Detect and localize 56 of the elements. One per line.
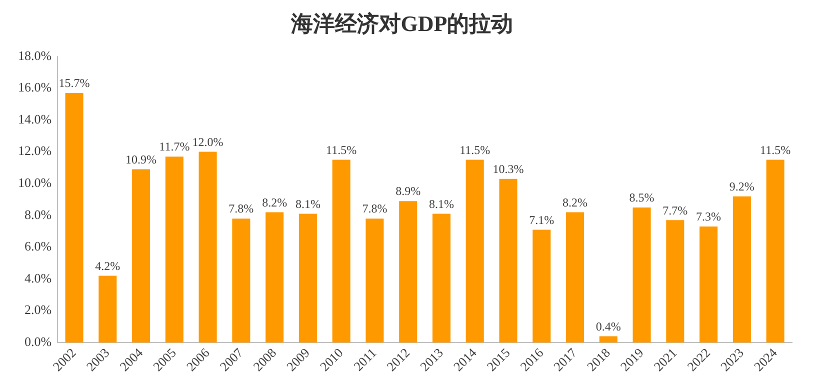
- bar: [632, 207, 651, 343]
- bar: [65, 92, 84, 343]
- bar: [298, 214, 317, 343]
- bar: [732, 196, 751, 343]
- bar: [132, 169, 150, 343]
- bar: [98, 276, 117, 343]
- bar: [432, 214, 450, 343]
- data-label: 7.3%: [696, 210, 722, 224]
- bar: [366, 218, 384, 343]
- data-label: 4.2%: [95, 258, 120, 273]
- bar: [666, 220, 684, 343]
- y-tick-label: 8.0%: [24, 206, 52, 222]
- data-label: 8.1%: [295, 196, 320, 211]
- data-label: 8.1%: [428, 196, 454, 211]
- data-label: 11.7%: [159, 140, 190, 154]
- bar: [700, 226, 718, 343]
- y-tick-label: 18.0%: [18, 48, 52, 63]
- x-tick-label: 2011: [350, 345, 380, 374]
- data-label: 12.0%: [192, 134, 224, 149]
- y-tick-label: 6.0%: [24, 238, 52, 254]
- data-label: 8.2%: [562, 195, 588, 210]
- data-label: 8.2%: [262, 195, 288, 210]
- data-label: 11.5%: [760, 142, 791, 157]
- data-label: 9.2%: [729, 179, 754, 194]
- y-tick-label: 10.0%: [18, 175, 52, 190]
- data-label: 7.8%: [362, 202, 388, 216]
- data-label: 8.9%: [396, 184, 421, 198]
- y-tick-label: 0.0%: [24, 334, 52, 350]
- bar: [165, 156, 184, 343]
- chart-title: 海洋经济对GDP的拉动: [290, 10, 514, 36]
- bar: [499, 178, 518, 343]
- bar: [266, 212, 284, 343]
- data-label: 0.4%: [596, 319, 621, 334]
- data-label: 10.9%: [126, 152, 157, 166]
- bar: [566, 212, 584, 343]
- data-label: 11.5%: [326, 142, 357, 157]
- bar: [232, 218, 250, 343]
- data-label: 7.7%: [662, 203, 688, 218]
- y-tick-label: 16.0%: [18, 80, 52, 95]
- bar: [198, 152, 217, 343]
- y-tick-label: 4.0%: [24, 270, 52, 286]
- bar: [599, 336, 618, 343]
- y-tick-label: 2.0%: [24, 302, 52, 318]
- bar: [532, 230, 551, 343]
- data-label: 10.3%: [492, 162, 524, 176]
- data-label: 15.7%: [58, 76, 90, 90]
- bar: [399, 201, 418, 343]
- data-label: 7.1%: [529, 212, 554, 227]
- y-tick-label: 14.0%: [18, 111, 52, 126]
- data-label: 8.5%: [629, 190, 654, 205]
- data-label: 11.5%: [460, 142, 490, 157]
- bar: [466, 160, 484, 343]
- bar: [332, 160, 350, 343]
- data-label: 7.8%: [228, 202, 254, 216]
- y-tick-label: 12.0%: [18, 143, 52, 158]
- bar: [766, 160, 784, 343]
